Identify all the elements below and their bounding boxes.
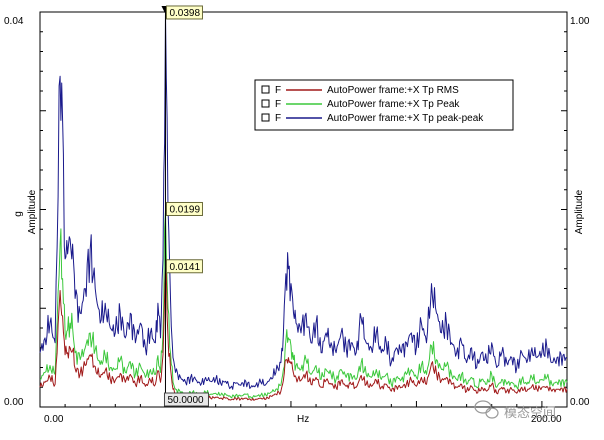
- legend-label: AutoPower frame:+X Tp Peak: [327, 99, 460, 110]
- x-tick-label-end: 200.00: [531, 414, 562, 425]
- peak-annotation-label: 0.0398: [169, 8, 200, 19]
- x-axis-label: Hz: [297, 414, 309, 425]
- y-tick-label-bottom-right: 0.00: [570, 397, 590, 408]
- y-tick-label-bottom-left: 0.00: [4, 397, 24, 408]
- legend-entry-peak[interactable]: F AutoPower frame:+X Tp Peak: [261, 99, 460, 110]
- peak-annotation-box: [165, 259, 203, 274]
- series-layer: [39, 13, 568, 401]
- watermark: 模态空间: [474, 400, 556, 421]
- series-line-autopower-frame-x-tp-rms: [39, 267, 568, 401]
- wechat-bubbles-icon: [474, 400, 499, 419]
- series-line-autopower-frame-x-tp-peak-peak: [39, 13, 567, 390]
- legend-label: AutoPower frame:+X Tp peak-peak: [327, 113, 484, 124]
- legend-box: [254, 79, 514, 131]
- peak-annotation-label: 0.0199: [169, 204, 200, 215]
- y-tick-label-top-right: 1.00: [570, 16, 590, 27]
- series-line-autopower-frame-x-tp-peak: [39, 210, 568, 399]
- x-tick-label-start: 0.00: [44, 414, 64, 425]
- peak-annotation-box: [165, 201, 203, 216]
- legend-entry-rms[interactable]: F AutoPower frame:+X Tp RMS: [261, 85, 459, 96]
- peak-annotations: 0.0398 0.0199 0.0141: [165, 5, 203, 274]
- y-tick-label-top-left: 0.04: [4, 16, 24, 27]
- y-axis-label-right: Amplitude: [574, 189, 585, 234]
- legend: F AutoPower frame:+X Tp RMS F AutoPower …: [254, 79, 514, 131]
- cursor-readout: 50.0000: [167, 395, 204, 406]
- legend-flag: F: [275, 85, 281, 96]
- y-axis-unit-left: g: [13, 211, 24, 217]
- legend-label: AutoPower frame:+X Tp RMS: [327, 85, 459, 96]
- legend-checkbox-icon[interactable]: [261, 99, 270, 108]
- legend-flag: F: [275, 113, 281, 124]
- legend-checkbox-icon[interactable]: [261, 113, 270, 122]
- legend-entry-peak-peak[interactable]: F AutoPower frame:+X Tp peak-peak: [261, 113, 484, 124]
- y-axis-label-left: Amplitude: [27, 189, 38, 234]
- peak-annotation-box: [165, 5, 203, 20]
- watermark-text: 模态空间: [504, 406, 556, 421]
- legend-checkbox-icon[interactable]: [261, 85, 270, 94]
- legend-flag: F: [275, 99, 281, 110]
- cursor-readout-box: [163, 392, 209, 407]
- peak-annotation-label: 0.0141: [169, 262, 200, 273]
